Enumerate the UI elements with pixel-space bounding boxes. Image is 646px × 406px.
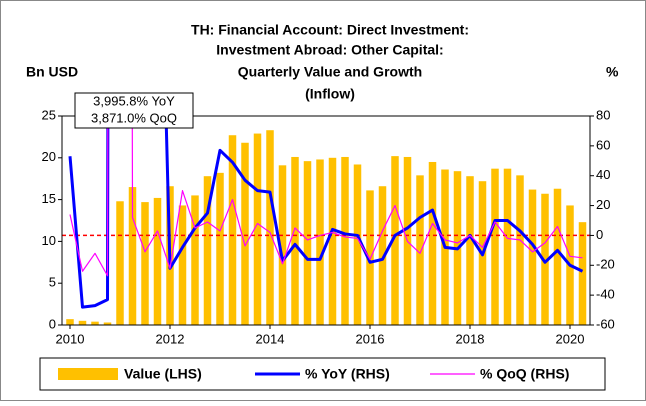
y-tick-label: 20 xyxy=(42,149,56,164)
bar xyxy=(216,172,224,325)
x-tick-label: 2010 xyxy=(56,331,85,346)
y2-tick-label: -60 xyxy=(596,316,615,331)
y-axis-label: Bn USD xyxy=(26,64,78,80)
legend-label: Value (LHS) xyxy=(124,366,202,382)
y2-tick-label: 40 xyxy=(596,167,610,182)
chart-title: TH: Financial Account: Direct Investment… xyxy=(191,22,469,38)
y2-tick-label: 0 xyxy=(596,227,603,242)
bar xyxy=(78,320,87,325)
y-tick-label: 15 xyxy=(42,191,56,206)
legend-label: % YoY (RHS) xyxy=(305,366,390,382)
y2-tick-label: -40 xyxy=(596,287,615,302)
bar xyxy=(328,157,337,325)
bar xyxy=(553,188,562,325)
line xyxy=(68,116,584,309)
bar xyxy=(103,322,112,325)
y2-tick-label: 80 xyxy=(596,107,610,122)
bar xyxy=(278,165,287,325)
plot-area xyxy=(62,116,590,325)
annotation: 3,871.0% QoQ xyxy=(91,110,177,125)
bar xyxy=(316,159,324,325)
y-tick-label: 10 xyxy=(42,233,56,248)
bar xyxy=(153,197,162,325)
annotation-box xyxy=(74,92,194,129)
bar xyxy=(428,161,437,325)
bar xyxy=(128,187,137,325)
y2-tick-label: 60 xyxy=(596,137,610,152)
x-tick-label: 2014 xyxy=(256,331,285,346)
bar xyxy=(353,164,362,325)
bar xyxy=(366,190,374,325)
bar xyxy=(541,193,549,325)
chart-title: Quarterly Value and Growth xyxy=(238,64,422,80)
bar xyxy=(66,319,74,325)
bar xyxy=(241,142,249,325)
bar xyxy=(116,201,124,325)
y2-tick-label: -20 xyxy=(596,257,615,272)
legend-label: % QoQ (RHS) xyxy=(480,366,569,382)
legend xyxy=(39,357,606,391)
x-tick-label: 2020 xyxy=(556,331,585,346)
y-tick-label: 0 xyxy=(49,316,56,331)
bar xyxy=(91,321,99,325)
bar xyxy=(503,168,512,325)
bar xyxy=(266,130,274,325)
bar xyxy=(228,135,237,325)
y2-tick-label: 20 xyxy=(596,197,610,212)
chart-title: (Inflow) xyxy=(305,86,355,102)
chart-title: Investment Abroad: Other Capital: xyxy=(216,42,443,58)
bar xyxy=(578,222,587,325)
bar xyxy=(528,189,537,325)
bar xyxy=(466,176,474,325)
legend-swatch xyxy=(58,368,118,380)
x-tick-label: 2016 xyxy=(356,331,385,346)
y-tick-label: 25 xyxy=(42,107,56,122)
line xyxy=(69,116,583,277)
annotation: 3,995.8% YoY xyxy=(93,93,175,108)
bar xyxy=(178,205,187,325)
bar xyxy=(378,186,387,325)
plot-frame xyxy=(61,115,591,326)
bar xyxy=(516,175,524,325)
y2-axis-label: % xyxy=(606,64,619,80)
bar xyxy=(203,176,212,325)
bar xyxy=(391,156,399,325)
bar xyxy=(341,156,349,325)
x-tick-label: 2018 xyxy=(456,331,485,346)
bar xyxy=(491,168,499,325)
bar xyxy=(253,133,262,325)
bar xyxy=(303,161,312,325)
y-tick-label: 5 xyxy=(49,275,56,290)
bar xyxy=(141,202,149,325)
bar xyxy=(291,156,299,325)
x-tick-label: 2012 xyxy=(156,331,185,346)
bar xyxy=(416,175,424,325)
bar xyxy=(191,195,199,325)
